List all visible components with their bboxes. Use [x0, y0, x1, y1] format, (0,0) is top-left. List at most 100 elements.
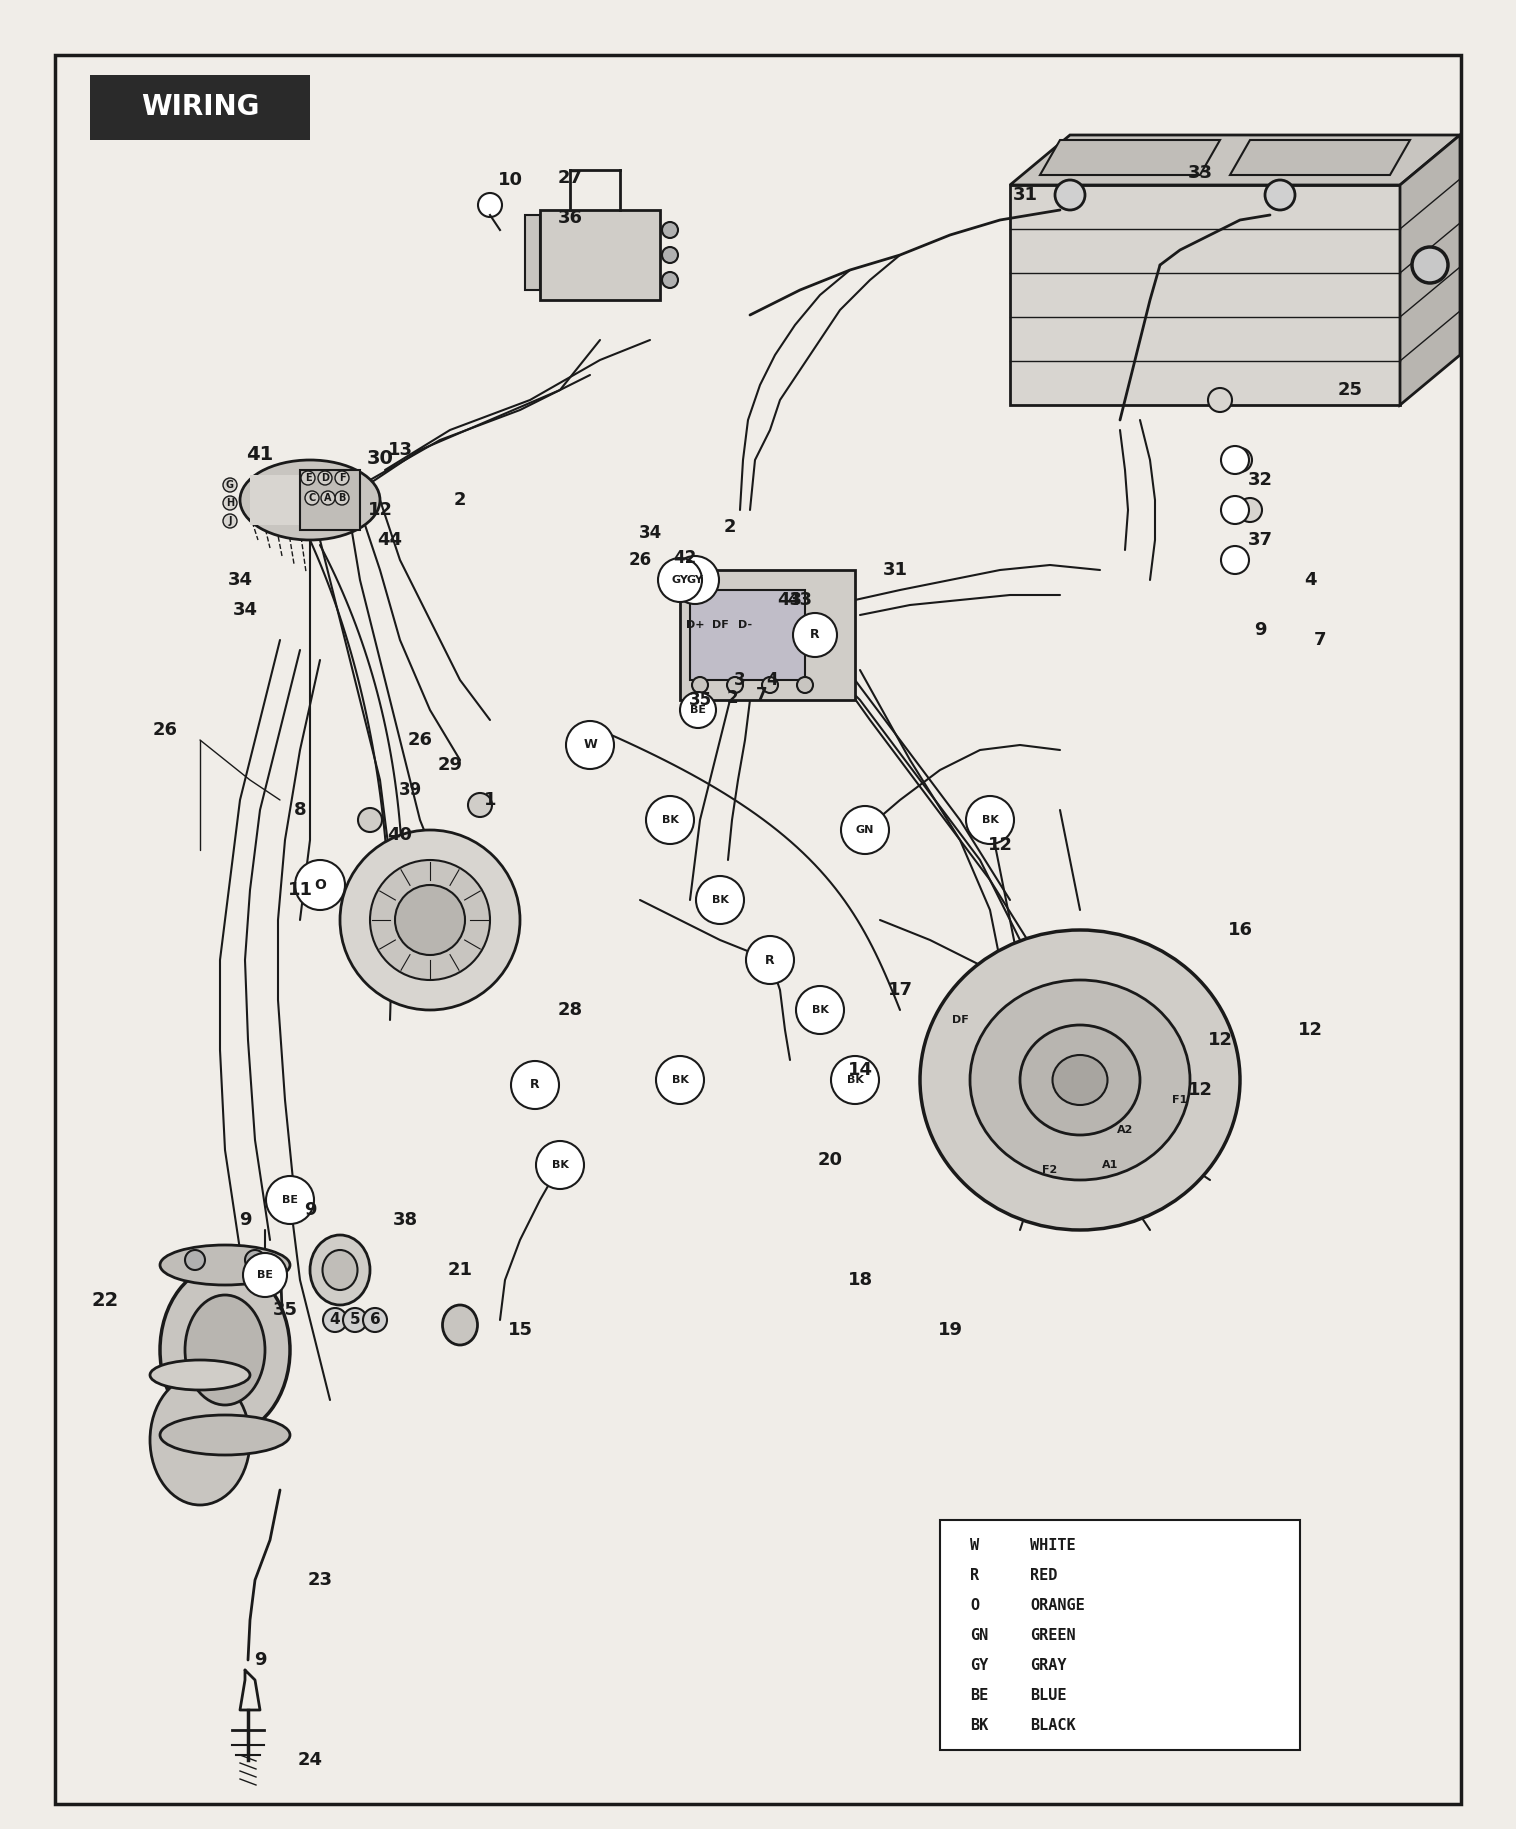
Ellipse shape	[970, 980, 1190, 1180]
Circle shape	[511, 1061, 559, 1108]
Text: A1: A1	[1102, 1160, 1119, 1171]
Circle shape	[468, 794, 493, 818]
Circle shape	[662, 247, 678, 263]
Circle shape	[370, 860, 490, 980]
Text: BE: BE	[690, 704, 706, 715]
Text: 20: 20	[817, 1150, 843, 1169]
Text: 6: 6	[370, 1313, 381, 1328]
Circle shape	[1055, 179, 1085, 210]
Text: 11: 11	[288, 882, 312, 900]
Text: 42: 42	[673, 549, 697, 567]
Circle shape	[793, 613, 837, 657]
Text: A: A	[324, 494, 332, 503]
Text: W: W	[584, 739, 597, 752]
Bar	[681, 571, 855, 701]
Text: D-: D-	[738, 620, 752, 629]
Circle shape	[246, 1249, 265, 1269]
Circle shape	[658, 558, 702, 602]
Circle shape	[335, 490, 349, 505]
Text: R: R	[766, 953, 775, 966]
Text: 37: 37	[1248, 530, 1272, 549]
Text: 21: 21	[447, 1260, 473, 1278]
Circle shape	[318, 472, 332, 485]
Text: 14: 14	[847, 1061, 873, 1079]
Bar	[525, 216, 540, 291]
Ellipse shape	[161, 1416, 290, 1456]
Bar	[89, 75, 309, 141]
Text: DF: DF	[711, 620, 728, 629]
Text: 9: 9	[1254, 622, 1266, 638]
Text: R: R	[810, 629, 820, 642]
Ellipse shape	[443, 1306, 478, 1344]
Circle shape	[296, 860, 346, 911]
Circle shape	[1220, 496, 1249, 523]
Text: WHITE: WHITE	[1029, 1538, 1076, 1553]
Ellipse shape	[150, 1375, 250, 1505]
Text: 12: 12	[1208, 1032, 1233, 1050]
Text: BK: BK	[672, 1075, 688, 1085]
Text: ORANGE: ORANGE	[1029, 1597, 1085, 1613]
Bar	[940, 1520, 1301, 1750]
Text: 40: 40	[388, 827, 412, 843]
Text: 4: 4	[1304, 571, 1316, 589]
Text: 34: 34	[232, 602, 258, 618]
Text: 7: 7	[756, 686, 767, 704]
Text: 4: 4	[766, 671, 778, 690]
Circle shape	[1220, 547, 1249, 574]
Text: 19: 19	[937, 1321, 963, 1339]
Text: 34: 34	[638, 523, 661, 541]
Text: WIRING: WIRING	[141, 93, 259, 121]
Text: 24: 24	[297, 1750, 323, 1769]
Text: 15: 15	[508, 1321, 532, 1339]
Circle shape	[966, 796, 1014, 843]
Ellipse shape	[1052, 1055, 1108, 1105]
Text: BK: BK	[970, 1717, 988, 1732]
Circle shape	[478, 194, 502, 218]
Text: 2: 2	[723, 518, 737, 536]
Circle shape	[681, 691, 716, 728]
Circle shape	[565, 721, 614, 768]
Circle shape	[646, 796, 694, 843]
Circle shape	[321, 490, 335, 505]
Text: 17: 17	[887, 980, 913, 999]
Text: BK: BK	[811, 1004, 828, 1015]
Text: F1: F1	[1172, 1096, 1187, 1105]
Text: 7: 7	[1314, 631, 1326, 649]
Text: 34: 34	[227, 571, 253, 589]
Ellipse shape	[161, 1266, 290, 1436]
Polygon shape	[1040, 141, 1220, 176]
Circle shape	[1208, 388, 1233, 412]
Text: 31: 31	[882, 562, 908, 580]
Ellipse shape	[240, 461, 381, 540]
Text: 39: 39	[399, 781, 421, 799]
Text: 43: 43	[787, 591, 813, 609]
Text: 18: 18	[847, 1271, 873, 1289]
Text: 25: 25	[1337, 380, 1363, 399]
Text: GY: GY	[970, 1657, 988, 1672]
Circle shape	[323, 1308, 347, 1332]
Text: 8: 8	[294, 801, 306, 819]
Text: O: O	[970, 1597, 979, 1613]
Circle shape	[728, 677, 743, 693]
Text: GN: GN	[970, 1628, 988, 1642]
Text: 41: 41	[247, 446, 273, 465]
Circle shape	[662, 273, 678, 287]
Circle shape	[1239, 497, 1261, 521]
Text: BLUE: BLUE	[1029, 1688, 1066, 1703]
Text: BLACK: BLACK	[1029, 1717, 1076, 1732]
Text: R: R	[970, 1567, 979, 1582]
Text: BK: BK	[981, 816, 999, 825]
Text: 2: 2	[453, 490, 467, 508]
Text: BE: BE	[258, 1269, 273, 1280]
Circle shape	[746, 936, 794, 984]
Text: GY: GY	[672, 574, 688, 585]
Ellipse shape	[309, 1235, 370, 1306]
Text: GY: GY	[687, 574, 703, 585]
Text: D+: D+	[685, 620, 705, 629]
Text: 35: 35	[688, 691, 711, 710]
Text: B: B	[338, 494, 346, 503]
Text: 32: 32	[1248, 472, 1272, 488]
Text: BK: BK	[552, 1160, 568, 1171]
Circle shape	[343, 1308, 367, 1332]
Text: 26: 26	[408, 732, 432, 750]
